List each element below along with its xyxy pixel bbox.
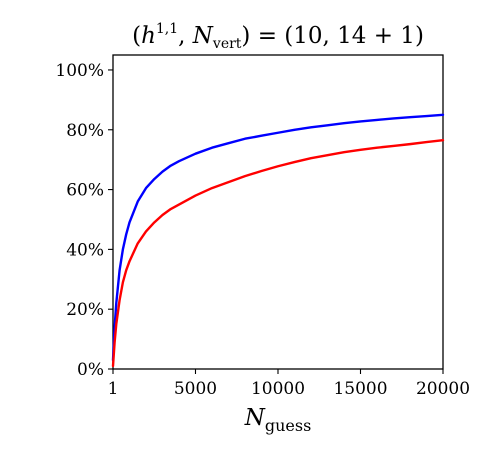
series-line-1 xyxy=(111,113,445,362)
title-h-symbol: h xyxy=(141,23,156,49)
title-h-superscript: 1,1 xyxy=(156,21,178,37)
y-tick-label: 0% xyxy=(77,360,104,380)
title-separator: , xyxy=(178,23,193,49)
x-tick-label: 15000 xyxy=(333,379,387,399)
chart-title: (h1,1, Nvert) = (10, 14 + 1) xyxy=(132,21,424,52)
x-axis: 1 5000 10000 15000 20000 xyxy=(108,369,470,399)
series-layer xyxy=(111,113,445,368)
chart-title-text: (h1,1, Nvert) = (10, 14 + 1) xyxy=(132,21,424,52)
y-tick-label: 40% xyxy=(66,240,104,260)
title-n-subscript: vert xyxy=(212,36,242,52)
x-tick-label: 5000 xyxy=(174,379,217,399)
y-tick-label: 100% xyxy=(55,61,104,81)
y-axis: 0% 20% 40% 60% 80% 100% xyxy=(55,61,113,380)
y-tick-label: 80% xyxy=(66,121,104,141)
title-n-symbol: N xyxy=(192,23,214,49)
y-tick-label: 20% xyxy=(66,300,104,320)
title-open-paren: ( xyxy=(132,23,141,49)
x-axis-label-text: Nguess xyxy=(244,405,312,435)
x-label-subscript: guess xyxy=(265,416,311,435)
x-tick-label: 1 xyxy=(108,379,119,399)
series-line-2 xyxy=(111,139,445,368)
title-rhs: ) = (10, 14 + 1) xyxy=(241,23,424,49)
x-tick-label: 20000 xyxy=(416,379,470,399)
plot-area xyxy=(112,54,444,370)
x-tick-label: 10000 xyxy=(251,379,305,399)
y-tick-label: 60% xyxy=(66,181,104,201)
x-axis-label: Nguess xyxy=(244,405,312,435)
x-label-n-symbol: N xyxy=(244,405,266,431)
